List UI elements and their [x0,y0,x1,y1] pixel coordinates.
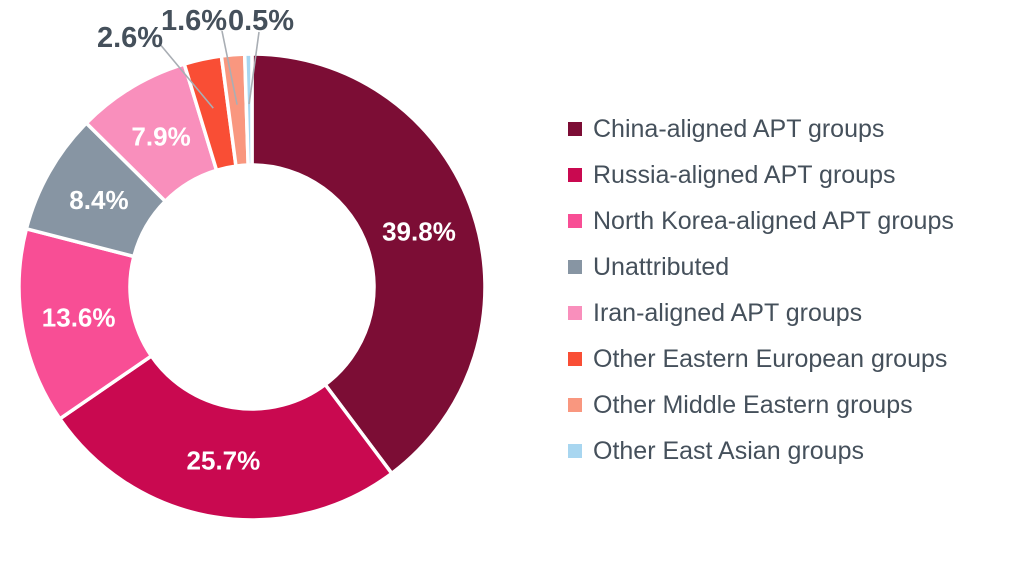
leader-line [248,31,260,105]
legend-swatch-icon [568,122,582,136]
legend-label: Russia-aligned APT groups [593,160,896,189]
slice-value-label: 7.9% [131,121,190,151]
legend-label: Unattributed [593,252,730,281]
slice-value-label: 8.4% [69,185,128,215]
legend-item: China-aligned APT groups [568,106,954,152]
legend-swatch-icon [568,444,582,458]
legend-label: Other Eastern European groups [593,344,948,373]
legend-label: Iran-aligned APT groups [593,298,863,327]
donut-slice [57,353,395,522]
legend: China-aligned APT groups Russia-aligned A… [568,106,954,474]
legend-item: Unattributed [568,244,954,290]
legend-item: Russia-aligned APT groups [568,152,954,198]
legend-item: Iran-aligned APT groups [568,290,954,336]
slice-value-label: 1.6% [161,5,227,37]
legend-label: North Korea-aligned APT groups [593,206,954,235]
leader-line [221,30,238,105]
legend-label: Other Middle Eastern groups [593,390,913,419]
slice-value-label: 2.6% [97,22,163,54]
legend-item: Other East Asian groups [568,428,954,474]
donut-slice [250,52,487,476]
legend-swatch-icon [568,214,582,228]
slice-value-label: 39.8% [382,216,456,246]
legend-swatch-icon [568,398,582,412]
donut-slice [242,52,254,167]
slice-value-label: 0.5% [228,5,294,37]
slice-value-label: 13.6% [42,303,116,333]
legend-item: North Korea-aligned APT groups [568,198,954,244]
legend-label: Other East Asian groups [593,436,864,465]
slice-value-label: 25.7% [187,446,261,476]
legend-item: Other Middle Eastern groups [568,382,954,428]
leader-line [158,42,214,109]
legend-swatch-icon [568,260,582,274]
legend-swatch-icon [568,352,582,366]
legend-swatch-icon [568,306,582,320]
legend-item: Other Eastern European groups [568,336,954,382]
donut-chart: 39.8% 25.7% 13.6% 8.4% 7.9% 2.6%1.6% 0.5% [17,5,487,522]
legend-swatch-icon [568,168,582,182]
legend-label: China-aligned APT groups [593,114,885,143]
